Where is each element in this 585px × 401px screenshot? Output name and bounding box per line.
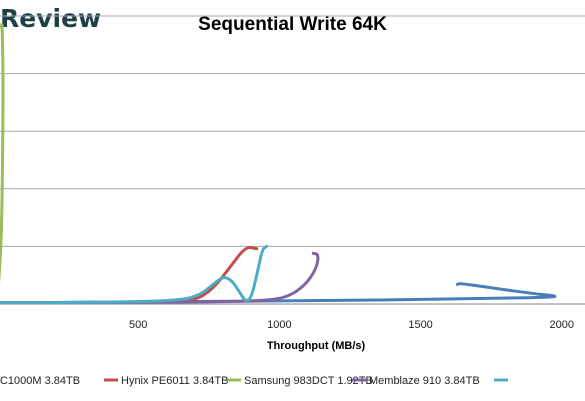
- legend-entry: Hynix PE6011 3.84TB: [104, 375, 228, 387]
- legend-label: Hynix PE6011 3.84TB: [121, 375, 228, 387]
- legend-label: Memblaze 910 3.84TB: [369, 375, 480, 387]
- series-line: [0, 246, 259, 305]
- chart-title-text: Sequential Write 64K: [198, 14, 387, 35]
- publication-logo: Review: [0, 4, 101, 33]
- x-axis-tick-labels: 500 1000 1500 2000: [129, 319, 574, 331]
- legend: DC1000M 3.84TB Hynix PE6011 3.84TB Samsung…: [0, 375, 508, 387]
- x-tick-label: 500: [129, 319, 147, 331]
- x-axis-label: Throughput (MB/s): [267, 340, 366, 352]
- legend-label: Samsung 983DCT 1.92TB: [244, 375, 373, 387]
- logo-text: Review: [0, 4, 102, 33]
- series-lines: [0, 22, 557, 305]
- x-tick-label: 2000: [550, 319, 574, 331]
- x-tick-label: 1500: [408, 319, 432, 331]
- legend-entry: Samsung 983DCT 1.92TB: [227, 375, 373, 387]
- gridlines: [0, 15, 585, 305]
- legend-entry: DC1000M 3.84TB: [0, 375, 80, 387]
- legend-label: DC1000M 3.84TB: [0, 375, 80, 387]
- legend-entry: Memblaze 910 3.84TB: [352, 375, 480, 387]
- x-tick-label: 1000: [267, 319, 291, 331]
- series-line: [0, 22, 5, 284]
- series-line: [0, 251, 320, 305]
- series-line: [0, 244, 269, 305]
- chart-title: Sequential Write 64K: [0, 14, 585, 36]
